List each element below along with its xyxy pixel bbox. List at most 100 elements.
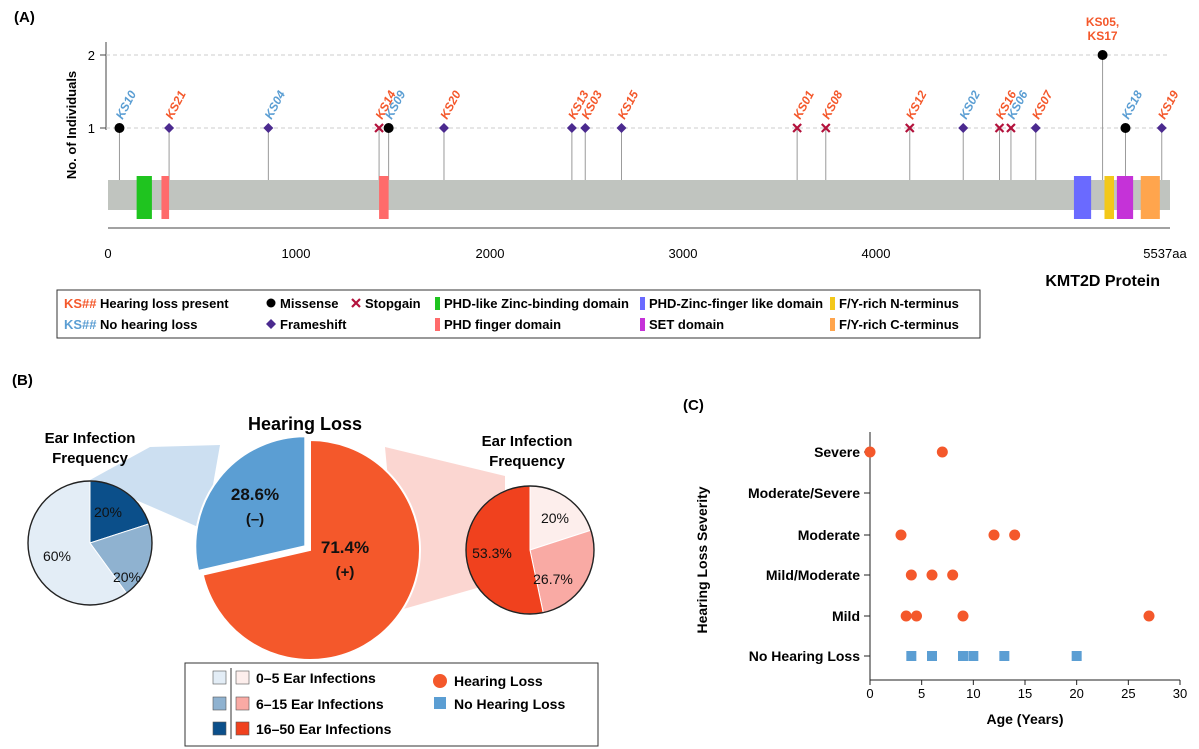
c-xtick-label-1: 5 xyxy=(918,686,925,701)
c-xtick-label-0: 0 xyxy=(866,686,873,701)
b-left-title-2: Frequency xyxy=(52,450,129,467)
legend-fy-n-swatch xyxy=(830,297,835,310)
legend-stopgain: Stopgain xyxy=(365,296,421,311)
c-y-axis-label: Hearing Loss Severity xyxy=(694,486,710,633)
legend-phd-like-swatch xyxy=(435,297,440,310)
c-xtick-label-4: 20 xyxy=(1069,686,1083,701)
b-right-title-2: Frequency xyxy=(489,453,566,470)
c-category-label-3: Moderate xyxy=(798,527,860,543)
label-ks08: KS08 xyxy=(819,88,846,121)
a-y-axis-label: No. of Individuals xyxy=(64,71,79,179)
domain-phd_finger-1 xyxy=(161,176,170,219)
marker-missense-ks09 xyxy=(383,123,394,133)
c-point-hl-7 xyxy=(947,569,959,581)
label-ks05-ks17-line2: KS17 xyxy=(1088,29,1118,43)
c-category-label-4: Moderate/Severe xyxy=(748,485,860,501)
c-xtick-label-2: 10 xyxy=(966,686,980,701)
legend-ks-code-hl: KS## xyxy=(64,296,97,311)
label-ks15: KS15 xyxy=(615,88,642,121)
label-ks10: KS10 xyxy=(113,88,140,121)
panel-a-label: (A) xyxy=(14,9,35,26)
marker-stopgain-ks14 xyxy=(374,123,384,133)
marker-missense-ks18 xyxy=(1120,123,1131,133)
a-x-tick-2000: 2000 xyxy=(476,246,505,261)
b-pie-left-label-1: 20% xyxy=(113,569,141,585)
legend-fy-c-swatch xyxy=(830,318,835,331)
b-pie-right-outline xyxy=(465,485,595,615)
c-point-hl-0 xyxy=(864,446,876,458)
label-ks19: KS19 xyxy=(1155,88,1182,121)
domain-phd_finger-2 xyxy=(379,176,389,219)
domain-phd_zinc_like-3 xyxy=(1073,176,1092,219)
b-pie-right: 20% 26.7% 53.3% xyxy=(465,485,595,615)
c-point-hl-3 xyxy=(988,529,1000,541)
legend-set-swatch xyxy=(640,318,645,331)
c-point-nhl-3 xyxy=(968,651,979,661)
b-pie-left-outline xyxy=(27,480,153,606)
c-point-hl-8 xyxy=(900,610,912,622)
c-point-nhl-2 xyxy=(958,651,968,661)
domain-fy_n-4 xyxy=(1104,176,1115,219)
label-ks02: KS02 xyxy=(957,88,984,121)
a-x-tick-4000: 4000 xyxy=(862,246,891,261)
c-category-label-2: Mild/Moderate xyxy=(766,567,860,583)
a-x-tick-0: 0 xyxy=(104,246,111,261)
legend-phd-zinc-swatch xyxy=(640,297,645,310)
marker-stopgain-ks06 xyxy=(1006,123,1016,133)
a-x-axis: 0 1000 2000 3000 4000 5537aa KMT2D Prote… xyxy=(104,227,1187,290)
b-legend: 0–5 Ear Infections 6–15 Ear Infections 1… xyxy=(184,662,599,747)
c-point-nhl-0 xyxy=(906,651,917,661)
protein-backbone xyxy=(108,180,1170,210)
c-point-hl-6 xyxy=(926,569,938,581)
a-markers xyxy=(114,50,1167,133)
legend-frameshift-icon xyxy=(266,319,276,329)
legend-fy-c: F/Y-rich C-terminus xyxy=(839,317,959,332)
c-point-nhl-5 xyxy=(1071,651,1082,661)
legend-phd-zinc-like: PHD-Zinc-finger like domain xyxy=(649,296,823,311)
label-ks01: KS01 xyxy=(790,88,817,121)
marker-stopgain-ks01 xyxy=(792,123,802,133)
c-category-label-5: Severe xyxy=(814,444,860,460)
label-ks05-ks17-line1: KS05, xyxy=(1086,15,1119,29)
legend-phd-like: PHD-like Zinc-binding domain xyxy=(444,296,629,311)
marker-frameshift-ks07 xyxy=(1030,123,1041,133)
domain-set-5 xyxy=(1116,176,1134,219)
label-ks21: KS21 xyxy=(162,88,189,121)
c-xtick-label-5: 25 xyxy=(1121,686,1135,701)
b-pie-main-label-1: 28.6% xyxy=(231,485,279,504)
a-x-tick-1000: 1000 xyxy=(282,246,311,261)
label-ks07: KS07 xyxy=(1029,87,1056,121)
legend-stopgain-icon xyxy=(351,298,361,308)
c-x-ticks: 0 5 10 15 20 25 30 xyxy=(866,680,1187,701)
c-point-hl-4 xyxy=(1009,529,1021,541)
b-pie-right-label-1: 26.7% xyxy=(533,571,573,587)
marker-missense-ks05-ks17 xyxy=(1097,50,1108,60)
legend-no-hearing-loss: No hearing loss xyxy=(100,317,198,332)
label-ks04: KS04 xyxy=(262,88,289,121)
b-pie-main-label-0: 71.4% xyxy=(321,538,369,557)
marker-stopgain-ks08 xyxy=(820,123,831,133)
marker-frameshift-ks20 xyxy=(438,123,449,133)
domain-phd_like-0 xyxy=(136,176,152,219)
marker-frameshift-ks04 xyxy=(263,123,274,133)
c-xtick-label-3: 15 xyxy=(1018,686,1032,701)
label-ks20: KS20 xyxy=(437,88,464,121)
c-xtick-label-6: 30 xyxy=(1173,686,1187,701)
label-ks18: KS18 xyxy=(1119,88,1146,121)
b-pie-right-label-2: 53.3% xyxy=(472,545,512,561)
legend-hearing-loss-present: Hearing loss present xyxy=(100,296,229,311)
legend-range-low: 0–5 Ear Infections xyxy=(256,670,376,686)
marker-frameshift-ks15 xyxy=(616,123,627,133)
a-y-tick-2: 2 xyxy=(88,48,95,63)
c-point-hl-5 xyxy=(905,569,917,581)
legend-phd-finger: PHD finger domain xyxy=(444,317,561,332)
marker-frameshift-ks19 xyxy=(1156,123,1167,133)
legend-missense: Missense xyxy=(280,296,339,311)
b-pie-right-label-0: 20% xyxy=(541,510,569,526)
b-pie-main-sublabel-1: (–) xyxy=(246,511,264,528)
b-pie-main-slice-1 xyxy=(194,435,307,573)
marker-frameshift-ks03 xyxy=(580,123,591,133)
a-y-tick-1: 1 xyxy=(88,121,95,136)
